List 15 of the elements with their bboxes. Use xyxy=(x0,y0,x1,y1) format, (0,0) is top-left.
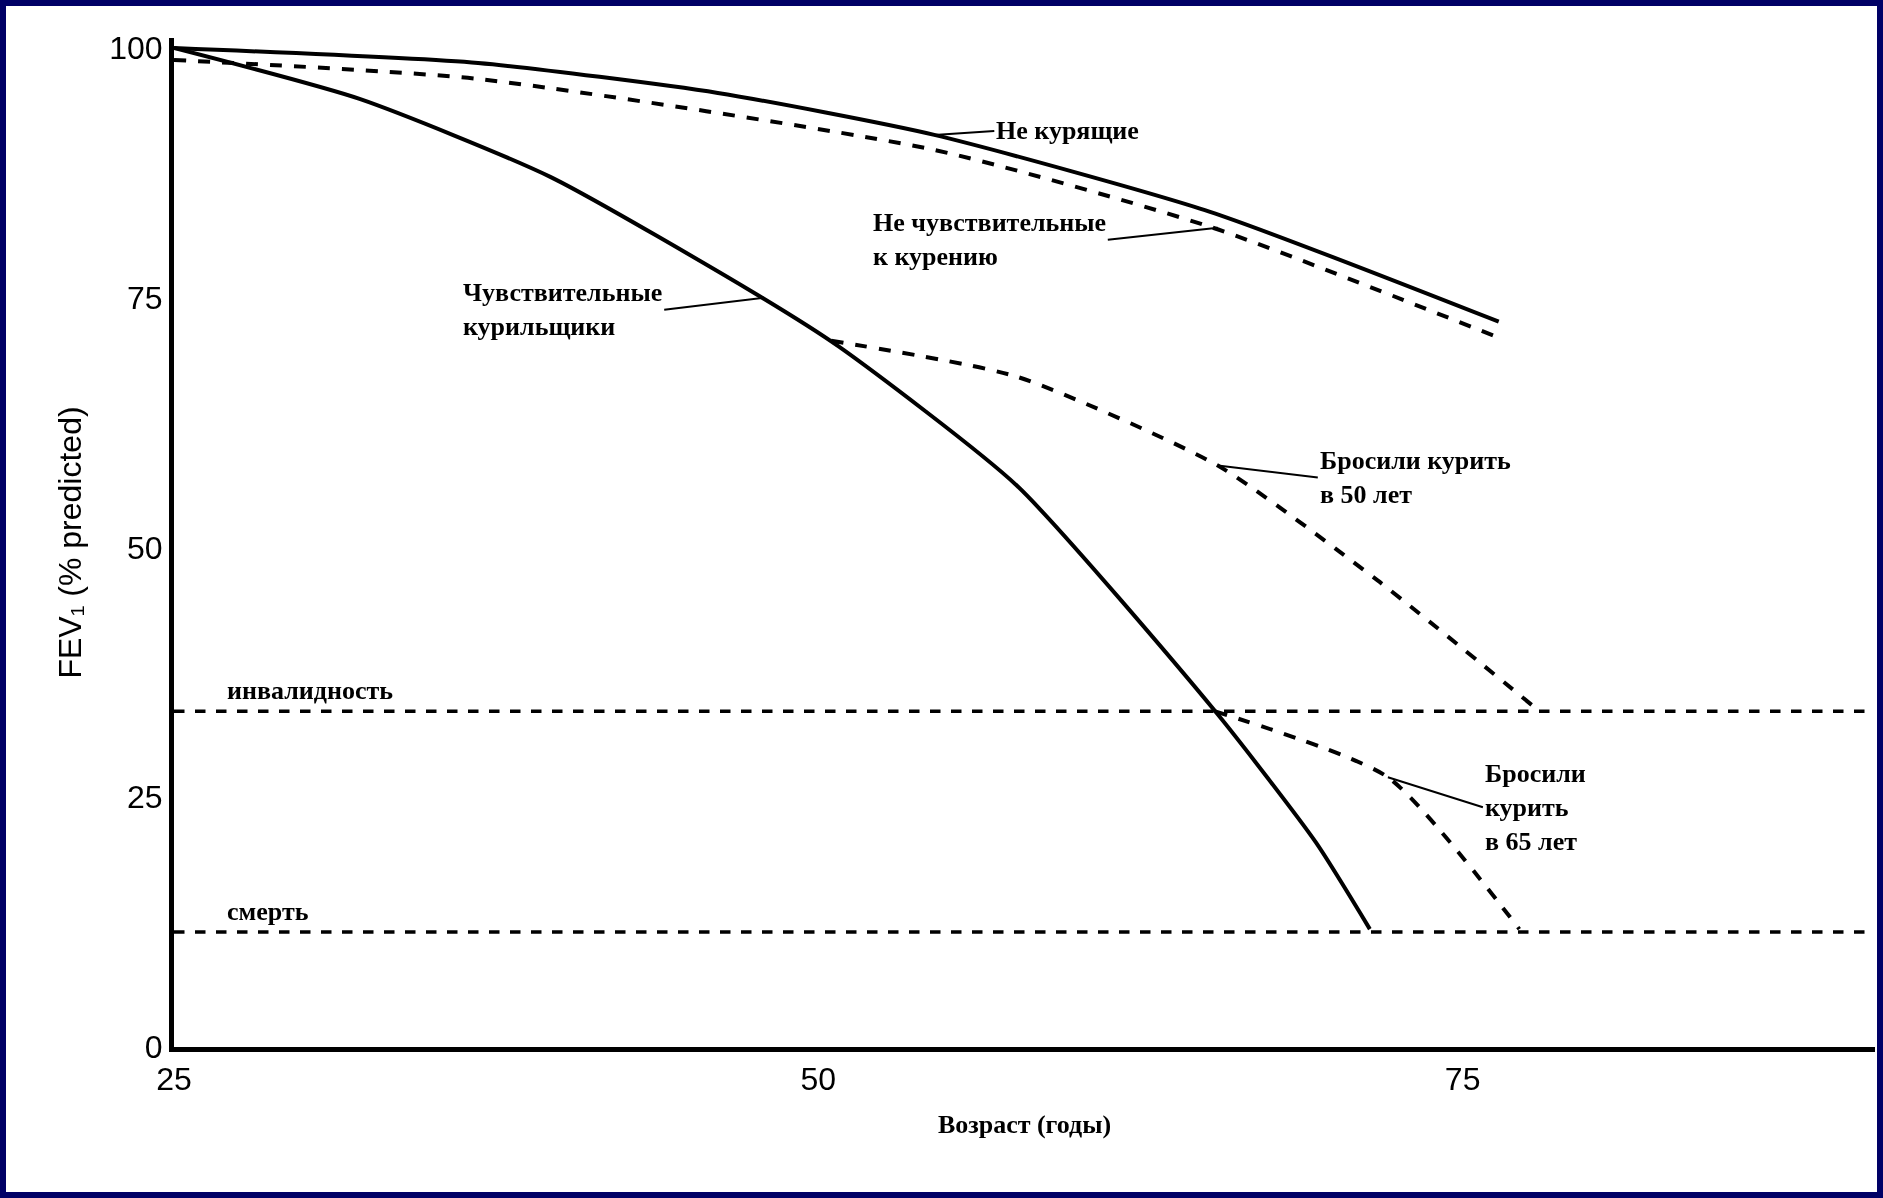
x-tick-label: 50 xyxy=(800,1061,837,1098)
y-axis-title: FEV₁ (% predicted) xyxy=(51,406,88,679)
y-tick-label: 50 xyxy=(127,529,163,566)
ref-line-label: инвалидность xyxy=(227,676,394,705)
y-tick-label: 75 xyxy=(127,279,163,316)
y-tick-label: 25 xyxy=(127,779,163,816)
x-tick-label: 75 xyxy=(1444,1061,1481,1098)
x-axis-title: Возраст (годы) xyxy=(937,1110,1112,1140)
annotation: Бросили курить в 50 лет xyxy=(1320,446,1512,509)
annotation: Бросили курить в 65 лет xyxy=(1485,759,1586,856)
annotation: Не курящие xyxy=(996,116,1139,145)
annotation: Не чувствительные к курению xyxy=(873,208,1107,271)
y-tick-label: 100 xyxy=(109,30,163,67)
annotation: Чувствительные курильщики xyxy=(463,278,663,341)
ref-line-label: смерть xyxy=(227,897,309,926)
